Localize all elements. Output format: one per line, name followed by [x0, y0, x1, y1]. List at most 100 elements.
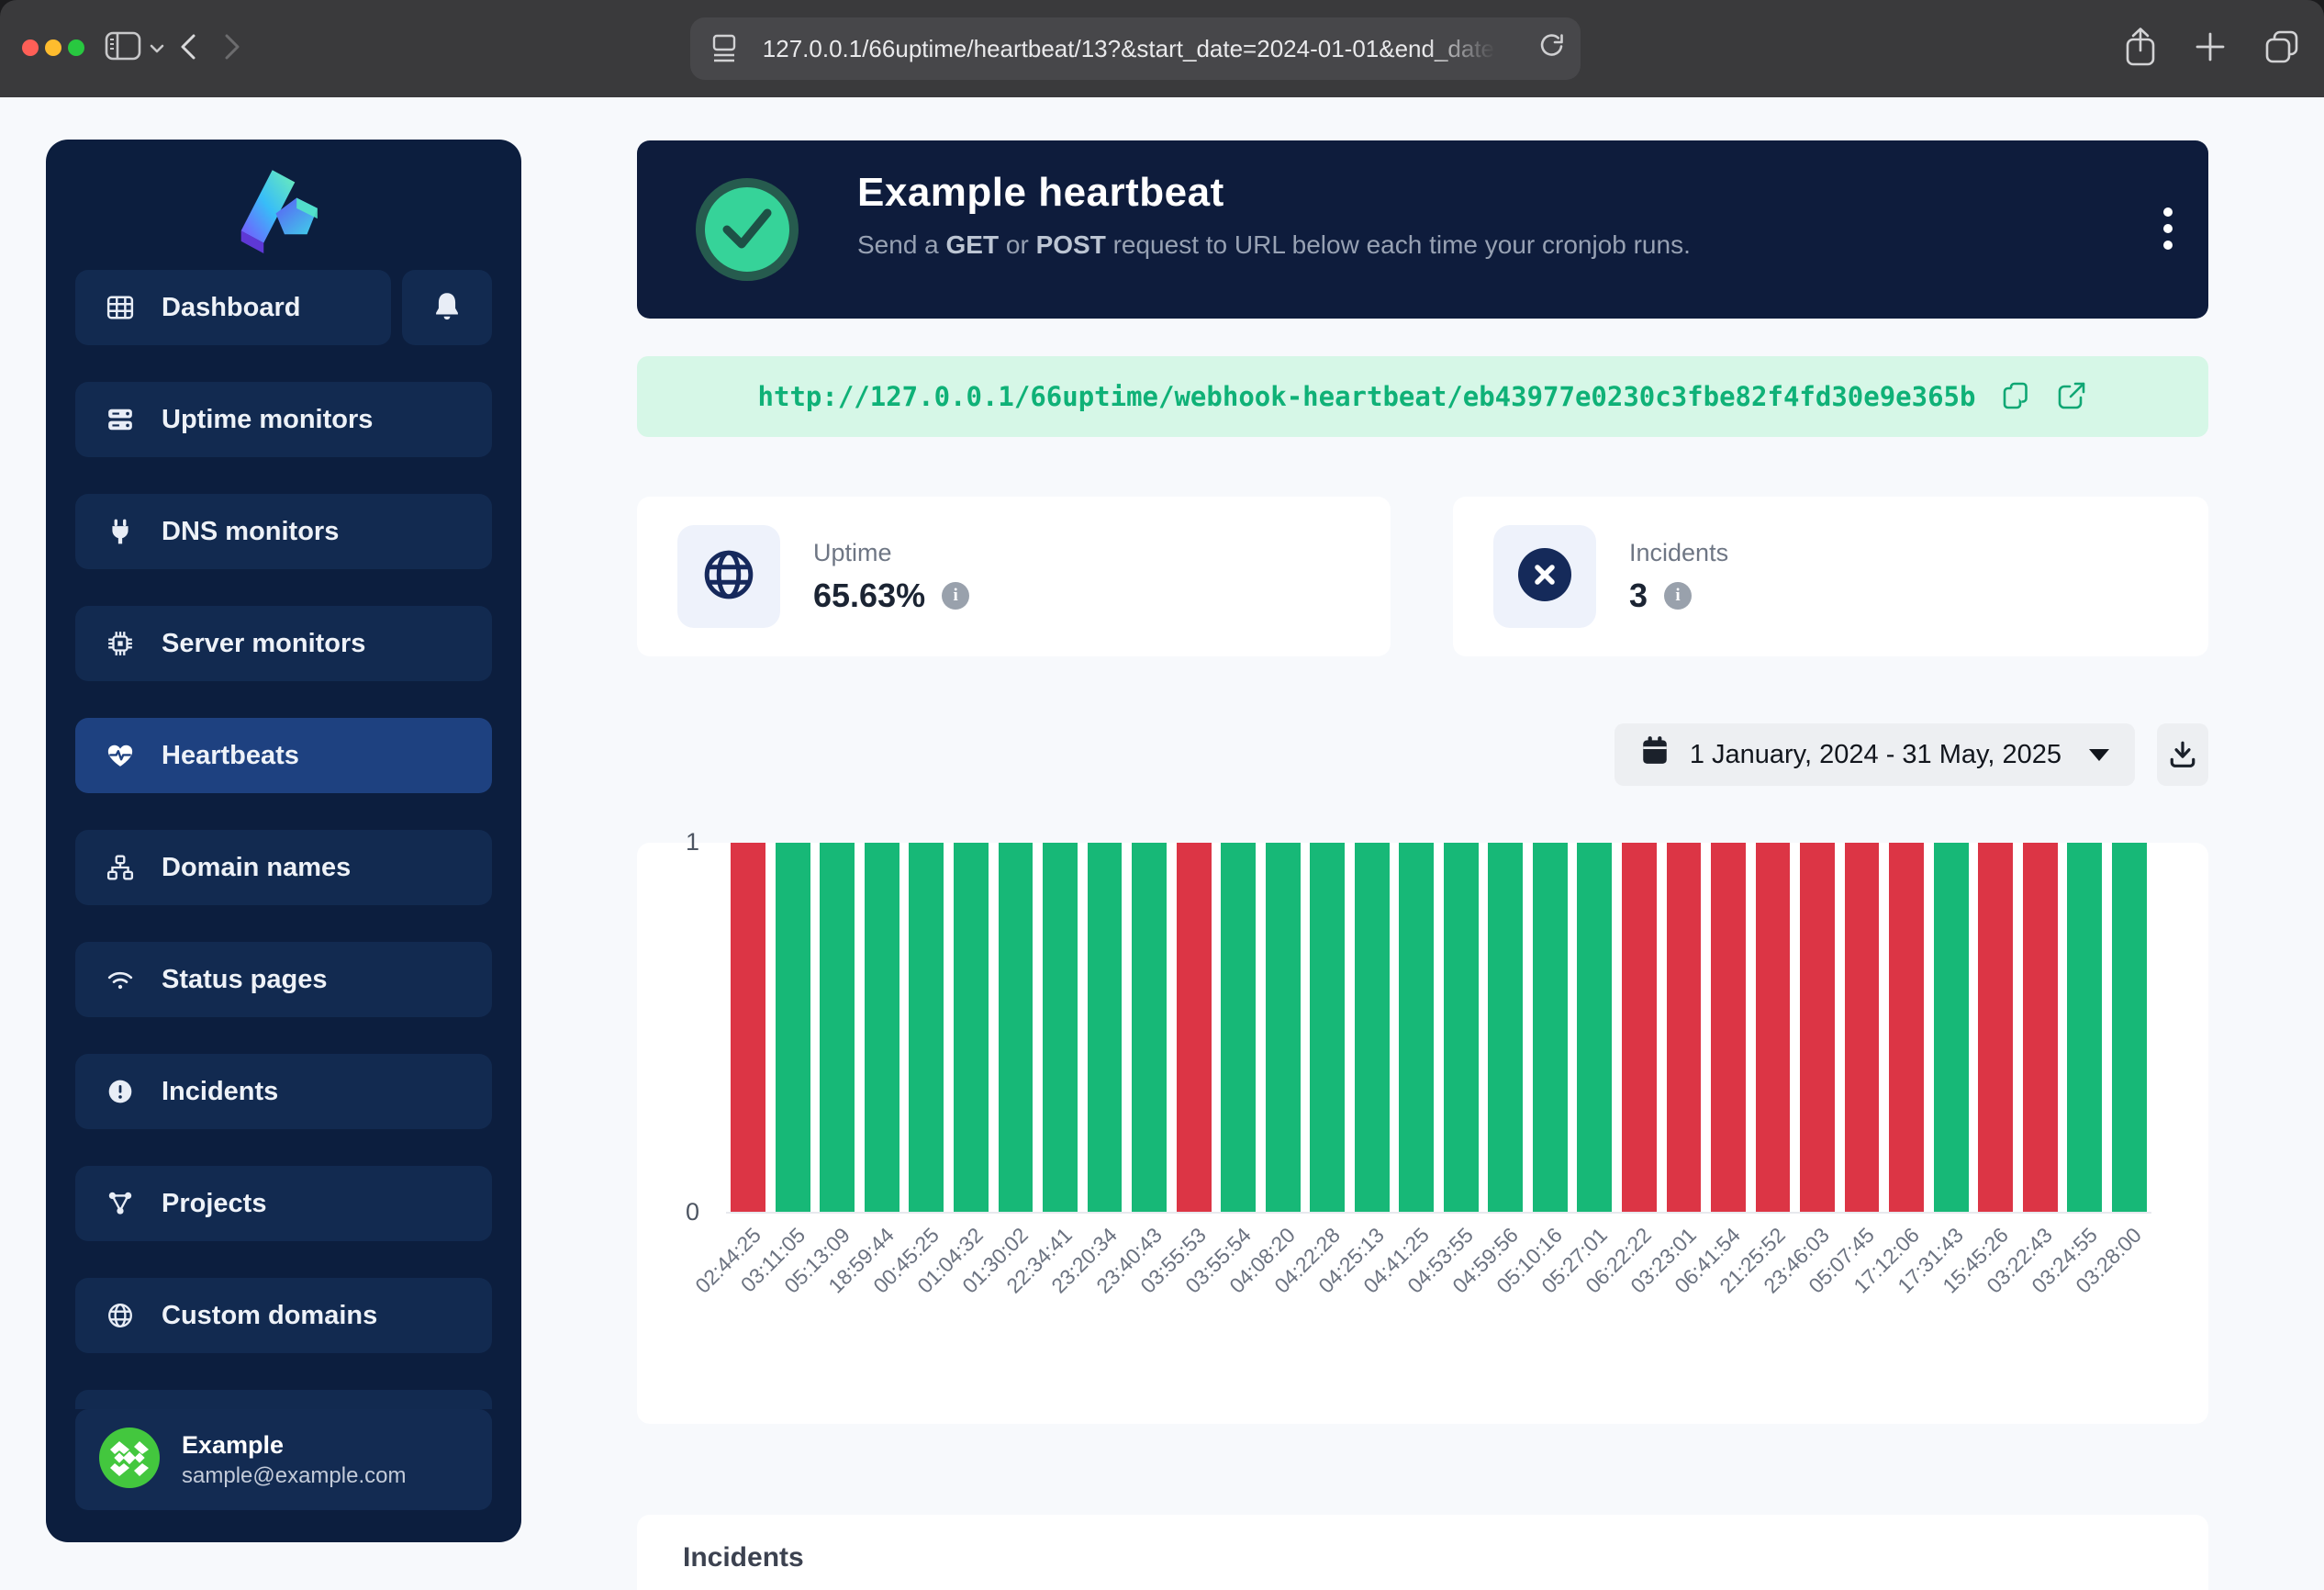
chart-bar-slot[interactable]: 05:13:09 — [779, 843, 860, 1298]
uptime-value: 65.63% — [813, 576, 926, 614]
user-menu[interactable]: Example sample@example.com — [75, 1409, 492, 1510]
sidebar-item-heartbeats[interactable]: Heartbeats — [75, 718, 492, 793]
chart-bar[interactable] — [1577, 843, 1613, 1212]
chart-bar[interactable] — [2022, 843, 2058, 1212]
chart-bar-slot[interactable]: 15:45:26 — [1938, 843, 2018, 1298]
chart-bar[interactable] — [1755, 843, 1791, 1212]
chart-bar[interactable] — [1488, 843, 1524, 1212]
chart-bar-slot[interactable]: 05:07:45 — [1804, 843, 1884, 1298]
chart-bar[interactable] — [1310, 843, 1346, 1212]
chart-bar[interactable] — [1043, 843, 1078, 1212]
info-icon[interactable]: i — [1664, 581, 1693, 610]
sidebar-item-partial[interactable] — [75, 1390, 492, 1409]
sidebar-item-dashboard[interactable]: Dashboard — [75, 270, 391, 345]
chart-bar[interactable] — [1933, 843, 1969, 1212]
chart-bar-slot[interactable]: 03:24:55 — [2027, 843, 2107, 1298]
sidebar-item-uptime-monitors[interactable]: Uptime monitors — [75, 382, 492, 457]
chart-bar-slot[interactable]: 03:55:54 — [1180, 843, 1261, 1298]
reload-button[interactable] — [1536, 32, 1568, 66]
chart-bar-slot[interactable]: 21:25:52 — [1715, 843, 1795, 1298]
heartbeat-chart-card: 1 0 02:44:25 03:11:05 05:13:09 18:59:44 00:4… — [637, 828, 2208, 1424]
open-url-button[interactable] — [2056, 380, 2087, 414]
info-icon[interactable]: i — [942, 581, 970, 610]
chart-bar-slot[interactable]: 01:04:32 — [913, 843, 994, 1298]
minimize-window-button[interactable] — [45, 39, 61, 56]
chart-bar-slot[interactable]: 06:22:22 — [1581, 843, 1662, 1298]
chart-bar-slot[interactable]: 03:55:53 — [1135, 843, 1216, 1298]
chart-bar-slot[interactable]: 23:46:03 — [1760, 843, 1840, 1298]
chart-bar-slot[interactable]: 02:44:25 — [690, 843, 771, 1298]
notifications-button[interactable] — [402, 270, 492, 345]
close-window-button[interactable] — [22, 39, 39, 56]
chart-bar[interactable] — [2067, 843, 2103, 1212]
chart-bar-slot[interactable]: 17:31:43 — [1893, 843, 1973, 1298]
chart-bar-slot[interactable]: 05:10:16 — [1492, 843, 1573, 1298]
chart-bar-slot[interactable]: 03:11:05 — [736, 843, 816, 1296]
chart-bar[interactable] — [909, 843, 944, 1212]
chart-bar[interactable] — [1176, 843, 1212, 1212]
header-options-button[interactable] — [2162, 207, 2173, 253]
chart-bar[interactable] — [820, 843, 855, 1212]
sidebar-item-incidents[interactable]: Incidents — [75, 1054, 492, 1129]
chart-bar[interactable] — [1087, 843, 1123, 1212]
chart-bar[interactable] — [1443, 843, 1479, 1212]
back-button[interactable] — [180, 33, 196, 63]
chart-bar-slot[interactable]: 23:40:43 — [1091, 843, 1172, 1298]
chart-bar[interactable] — [998, 843, 1034, 1212]
fullscreen-window-button[interactable] — [68, 39, 84, 56]
chart-bar[interactable] — [1711, 843, 1746, 1212]
chart-bar[interactable] — [1399, 843, 1435, 1212]
chart-bar-slot[interactable]: 18:59:44 — [824, 843, 905, 1298]
sidebar-item-domain-names[interactable]: Domain names — [75, 830, 492, 905]
chart-bar-slot[interactable]: 04:08:20 — [1224, 843, 1305, 1298]
address-bar[interactable]: 127.0.0.1/66uptime/heartbeat/13?&start_d… — [690, 17, 1581, 80]
chart-bar-slot[interactable]: 23:20:34 — [1046, 843, 1127, 1298]
date-range-picker[interactable]: 1 January, 2024 - 31 May, 2025 — [1614, 723, 2135, 786]
sidebar-item-label: Incidents — [162, 1076, 279, 1106]
chart-bar-slot[interactable]: 22:34:41 — [1002, 843, 1083, 1298]
chart-bar[interactable] — [775, 843, 810, 1212]
tab-overview-button[interactable] — [2263, 28, 2300, 68]
chart-bar-slot[interactable]: 04:25:13 — [1313, 843, 1394, 1298]
chart-bar[interactable] — [1132, 843, 1167, 1212]
copy-url-button[interactable] — [2001, 380, 2030, 414]
chart-bar[interactable] — [1978, 843, 2014, 1212]
chart-bar[interactable] — [1800, 843, 1835, 1212]
chart-bar-slot[interactable]: 04:53:55 — [1402, 843, 1484, 1298]
chart-bar[interactable] — [954, 843, 989, 1212]
sidebar-item-projects[interactable]: Projects — [75, 1166, 492, 1241]
chart-bar[interactable] — [1621, 843, 1657, 1212]
chart-bar[interactable] — [731, 843, 766, 1212]
new-tab-button[interactable] — [2194, 30, 2227, 66]
chart-bar[interactable] — [1889, 843, 1924, 1212]
chart-bar-slot[interactable]: 04:59:56 — [1447, 843, 1528, 1298]
chart-bar-slot[interactable]: 03:23:01 — [1626, 843, 1706, 1298]
sidebar-item-custom-domains[interactable]: Custom domains — [75, 1278, 492, 1353]
chart-bar[interactable] — [1265, 843, 1301, 1212]
sidebar-item-status-pages[interactable]: Status pages — [75, 942, 492, 1017]
chart-bar-slot[interactable]: 01:30:02 — [957, 843, 1038, 1298]
chart-bar[interactable] — [864, 843, 899, 1212]
chart-bar-slot[interactable]: 04:22:28 — [1269, 843, 1350, 1298]
chart-bar-slot[interactable]: 17:12:06 — [1849, 843, 1929, 1298]
chart-bar[interactable] — [1532, 843, 1568, 1212]
chart-bar-slot[interactable]: 03:22:43 — [1982, 843, 2062, 1298]
sidebar-item-server-monitors[interactable]: Server monitors — [75, 606, 492, 681]
chart-bar-slot[interactable]: 04:41:25 — [1358, 843, 1439, 1298]
chart-bar[interactable] — [2111, 843, 2147, 1212]
chart-bar[interactable] — [1844, 843, 1880, 1212]
sidebar-toggle-button[interactable] — [105, 31, 141, 63]
forward-button[interactable] — [224, 33, 240, 63]
chart-bar-slot[interactable]: 00:45:25 — [868, 843, 949, 1298]
sidebar-item-dns-monitors[interactable]: DNS monitors — [75, 494, 492, 569]
chart-bar[interactable] — [1221, 843, 1257, 1212]
chart-bar-slot[interactable]: 05:27:01 — [1536, 843, 1617, 1298]
page-settings-icon[interactable] — [710, 34, 738, 63]
share-button[interactable] — [2124, 26, 2157, 71]
chart-bar-slot[interactable]: 03:28:00 — [2071, 843, 2151, 1298]
chart-bar[interactable] — [1354, 843, 1390, 1212]
chart-bar[interactable] — [1666, 843, 1702, 1212]
sidebar-menu-chevron[interactable] — [150, 42, 164, 56]
download-button[interactable] — [2157, 723, 2208, 786]
chart-bar-slot[interactable]: 06:41:54 — [1670, 843, 1751, 1298]
